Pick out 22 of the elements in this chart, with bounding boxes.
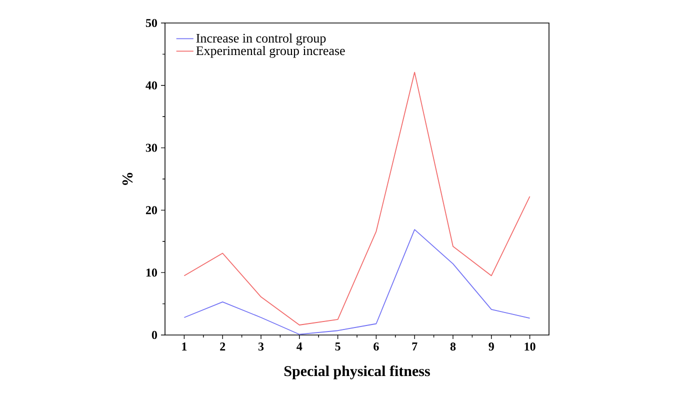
line-series xyxy=(184,229,530,335)
legend-label: Increase in control group xyxy=(196,33,326,46)
y-tick-label: 50 xyxy=(146,18,158,28)
x-tick-label: 1 xyxy=(182,342,187,350)
y-tick-label: 10 xyxy=(146,268,158,277)
y-axis-title: % xyxy=(122,172,133,185)
x-tick-label: 10 xyxy=(524,342,536,351)
x-tick-label: 3 xyxy=(258,342,264,351)
y-tick-label: 40 xyxy=(146,81,158,90)
x-tick-label: 7 xyxy=(412,342,418,350)
x-tick-label: 6 xyxy=(374,342,379,351)
y-tick-label: 20 xyxy=(146,206,158,214)
x-tick-label: 4 xyxy=(296,342,302,350)
y-tick-label: 0 xyxy=(152,330,158,340)
x-tick-label: 8 xyxy=(450,342,456,351)
x-tick-label: 9 xyxy=(488,342,494,351)
x-tick-label: 2 xyxy=(220,342,226,350)
legend-label: Experimental group increase xyxy=(196,46,345,58)
line-series xyxy=(184,72,530,326)
y-tick-label: 30 xyxy=(146,144,158,152)
x-tick-label: 5 xyxy=(335,342,340,350)
x-axis-title: Special physical fitness xyxy=(284,365,430,380)
